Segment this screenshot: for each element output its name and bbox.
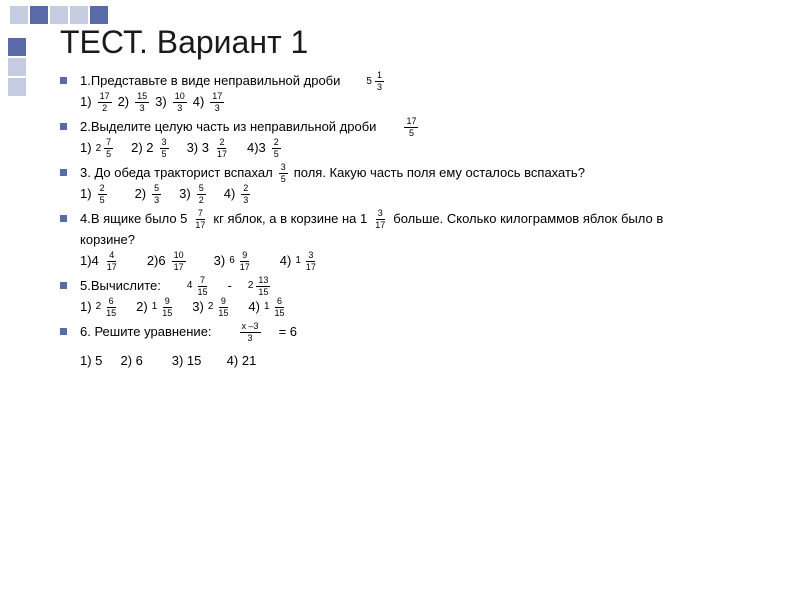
q5-t1: 5.Вычислите: [80, 276, 161, 297]
question-4: 4.В ящике было 5 717 кг яблок, а в корзи… [60, 209, 780, 272]
q2-given: 175 [404, 117, 418, 138]
q1-text: 1.Представьте в виде неправильной дроби [80, 71, 340, 92]
question-5: 5.Вычислите: 4715 - 21315 1) 2615 2) 191… [60, 276, 780, 318]
q2-opt3: 3) 3 [187, 138, 209, 159]
bullet-icon [60, 328, 67, 335]
q6-expr: х –33 [240, 322, 261, 343]
q1-f1: 172 [98, 92, 112, 113]
question-1: 1.Представьте в виде неправильной дроби … [60, 71, 780, 113]
q5-opt3: 3) [192, 297, 204, 318]
q4-t1: 4.В ящике было 5 [80, 209, 187, 230]
q4-t3: больше. Сколько килограммов яблок было в [393, 209, 663, 230]
q5-opt2: 2) [136, 297, 148, 318]
question-6: 6. Решите уравнение: х –33 = 6 1) 5 2) 6… [60, 322, 780, 372]
q5-minus: - [227, 276, 231, 297]
question-3: 3. До обеда тракторист вспахал 35 поля. … [60, 163, 780, 205]
q1-given: 5 13 [366, 71, 386, 92]
q3-opt3: 3) [179, 184, 191, 205]
decor-side [8, 38, 26, 118]
bullet-icon [60, 282, 67, 289]
q1-f4: 173 [210, 92, 224, 113]
q4-t4: корзине? [80, 230, 780, 251]
question-2: 2.Выделите целую часть из неправильной д… [60, 117, 780, 159]
q1-f2: 153 [135, 92, 149, 113]
decor-top [10, 6, 108, 24]
q5-opt4: 4) [248, 297, 260, 318]
q3-t1: 3. До обеда тракторист вспахал [80, 163, 273, 184]
bullet-icon [60, 169, 67, 176]
q1-opt1: 1) [80, 92, 92, 113]
q2-opt2: 2) 2 [131, 138, 153, 159]
bullet-icon [60, 77, 67, 84]
q4-opt3: 3) [214, 251, 226, 272]
q1-f3: 103 [173, 92, 187, 113]
q2-opt4: 4)3 [247, 138, 266, 159]
q4-t2: кг яблок, а в корзине на 1 [213, 209, 367, 230]
q4-opt4: 4) [280, 251, 292, 272]
q4-opt1: 1)4 [80, 251, 99, 272]
q3-opt1: 1) [80, 184, 92, 205]
bullet-icon [60, 215, 67, 222]
q3-opt2: 2) [135, 184, 147, 205]
q6-eq: = 6 [279, 322, 297, 343]
bullet-icon [60, 123, 67, 130]
q1-opt2: 2) [118, 92, 130, 113]
q3-given: 35 [279, 163, 288, 184]
q1-opt3: 3) [155, 92, 167, 113]
q4-opt2: 2)6 [147, 251, 166, 272]
page-title: ТЕСТ. Вариант 1 [60, 24, 780, 61]
q3-opt4: 4) [224, 184, 236, 205]
q5-opt1: 1) [80, 297, 92, 318]
q2-opt1: 1) [80, 138, 92, 159]
q2-text: 2.Выделите целую часть из неправильной д… [80, 117, 376, 138]
q6-answers: 1) 5 2) 6 3) 15 4) 21 [80, 351, 780, 372]
q1-opt4: 4) [193, 92, 205, 113]
q3-t2: поля. Какую часть поля ему осталось вспа… [294, 163, 585, 184]
q6-t1: 6. Решите уравнение: [80, 322, 212, 343]
slide-content: ТЕСТ. Вариант 1 1.Представьте в виде неп… [60, 24, 780, 376]
